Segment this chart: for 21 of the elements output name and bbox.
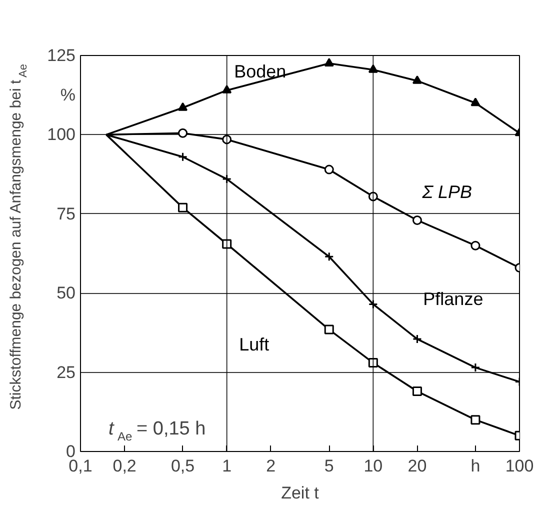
text: % xyxy=(60,86,76,105)
x-tick-label: 1 xyxy=(222,456,232,476)
series-label: Boden xyxy=(234,61,286,82)
series-label: Σ LPB xyxy=(421,182,472,202)
x-tick-label: 10 xyxy=(364,456,383,476)
x-tick-label: 0,5 xyxy=(170,456,195,476)
y-tick-label: 50 xyxy=(56,284,76,303)
x-tick-label: 0,2 xyxy=(112,456,136,476)
y-tick-label: 25 xyxy=(56,362,76,382)
x-tick-label: 5 xyxy=(324,456,334,476)
series-label: Pflanze xyxy=(423,289,484,310)
y-tick-label: 100 xyxy=(47,125,76,144)
y-tick-label: 75 xyxy=(56,204,76,224)
y-tick-label: 125 xyxy=(47,46,76,65)
x-tick-label: 20 xyxy=(408,456,427,476)
x-tick-label: h xyxy=(470,456,480,476)
y-axis-title: Stickstoffmenge bezogen auf Anfangsmenge bei tAe xyxy=(8,64,30,410)
x-tick-label: 100 xyxy=(505,456,534,476)
x-tick-label: 2 xyxy=(266,456,276,476)
text: Luft xyxy=(239,334,270,355)
x-axis-title: Zeit t xyxy=(281,484,320,502)
